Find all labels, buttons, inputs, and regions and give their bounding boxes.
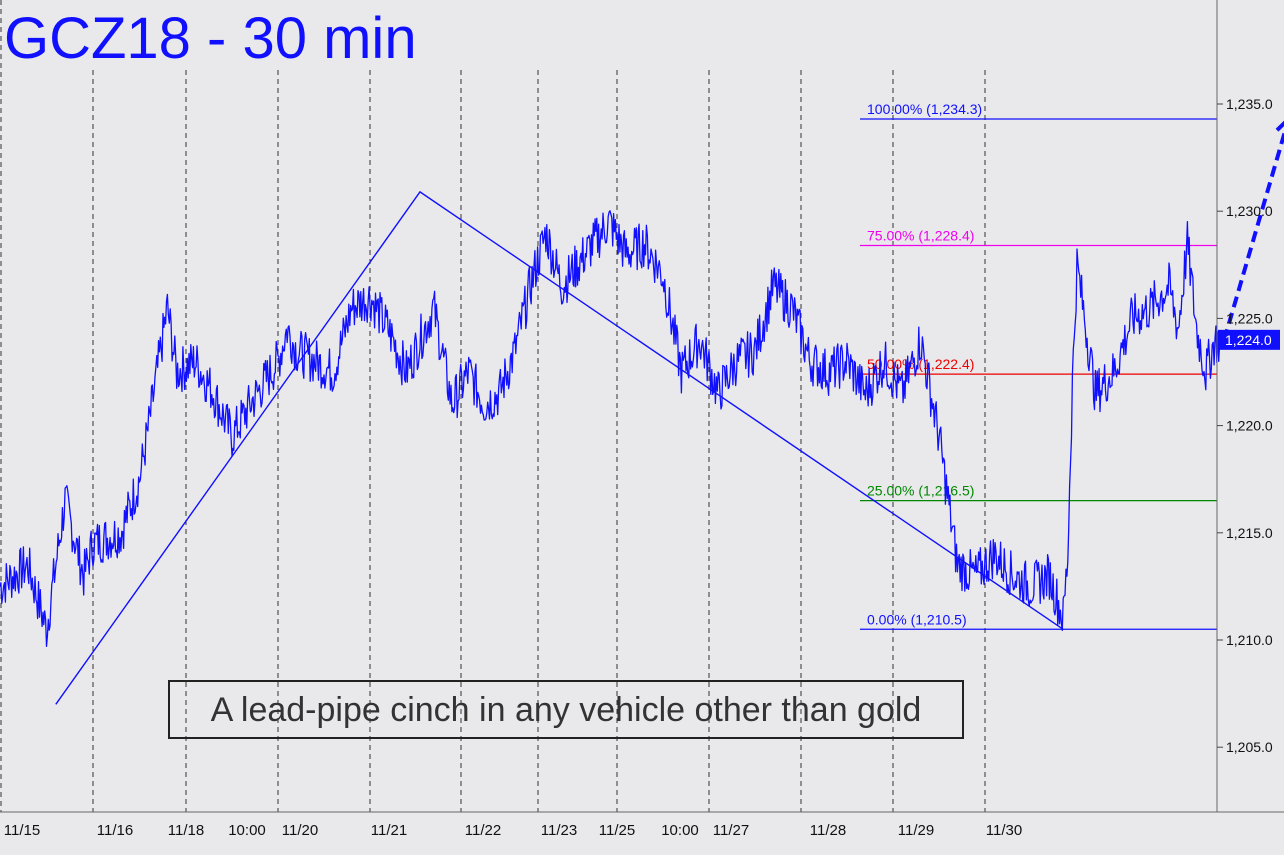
x-tick-label: 11/25 (599, 822, 635, 839)
y-tick-label: 1,215.0 (1226, 525, 1273, 541)
x-tick-label: 11/28 (810, 822, 846, 839)
last-price-label: 1,224.0 (1225, 332, 1272, 348)
x-tick-label: 11/23 (541, 822, 577, 839)
projection-group (1222, 120, 1284, 341)
y-tick-label: 1,210.0 (1226, 632, 1273, 648)
y-tick-label: 1,205.0 (1226, 739, 1273, 755)
annotation-text: A lead-pipe cinch in any vehicle other t… (211, 691, 922, 729)
y-tick-label: 1,225.0 (1226, 310, 1273, 326)
x-tick-label: 11/16 (97, 822, 133, 839)
chart-title: GCZ18 - 30 min (4, 6, 417, 71)
pattern-line (55, 190, 1064, 705)
y-axis-ticks: 1,235.0 1,230.0 1,225.0 1,220.0 1,215.0 1,210… (1217, 96, 1273, 755)
x-tick-label: 11/30 (986, 822, 1022, 839)
x-tick-label: 10:00 (228, 822, 266, 839)
x-tick-label: 11/20 (282, 822, 318, 839)
x-tick-label: 11/29 (898, 822, 934, 839)
projection-arrow-shaft (1222, 131, 1284, 341)
y-tick-label: 1,230.0 (1226, 203, 1273, 219)
price-series-group (0, 210, 1221, 648)
x-tick-label: 11/27 (713, 822, 749, 839)
x-tick-label: 11/21 (371, 822, 407, 839)
x-tick-label: 11/15 (4, 822, 40, 839)
x-axis-labels: 11/15 11/16 11/18 10:00 11/20 11/21 11/22 11/23… (4, 822, 1022, 839)
y-tick-label: 1,220.0 (1226, 418, 1273, 434)
x-tick-label: 11/22 (465, 822, 501, 839)
projection-arrow-head (1275, 120, 1284, 132)
annotation-box (168, 680, 964, 739)
y-tick-label: 1,235.0 (1226, 96, 1273, 112)
x-tick-label: 11/18 (168, 822, 204, 839)
fib-level-label: 100.00% (1,234.3) (867, 101, 982, 117)
last-price-box (1218, 329, 1280, 350)
fib-level-label: 0.00% (1,210.5) (867, 611, 967, 627)
last-price-marker: 1,224.0 (1218, 329, 1280, 350)
fib-level-label: 25.00% (1,216.5) (867, 483, 974, 499)
price-series-line (0, 210, 1221, 648)
session-grid (0, 0, 986, 812)
pattern-line-group (55, 190, 1064, 705)
fib-level-label: 75.00% (1,228.4) (867, 228, 974, 244)
x-tick-label: 10:00 (661, 822, 699, 839)
